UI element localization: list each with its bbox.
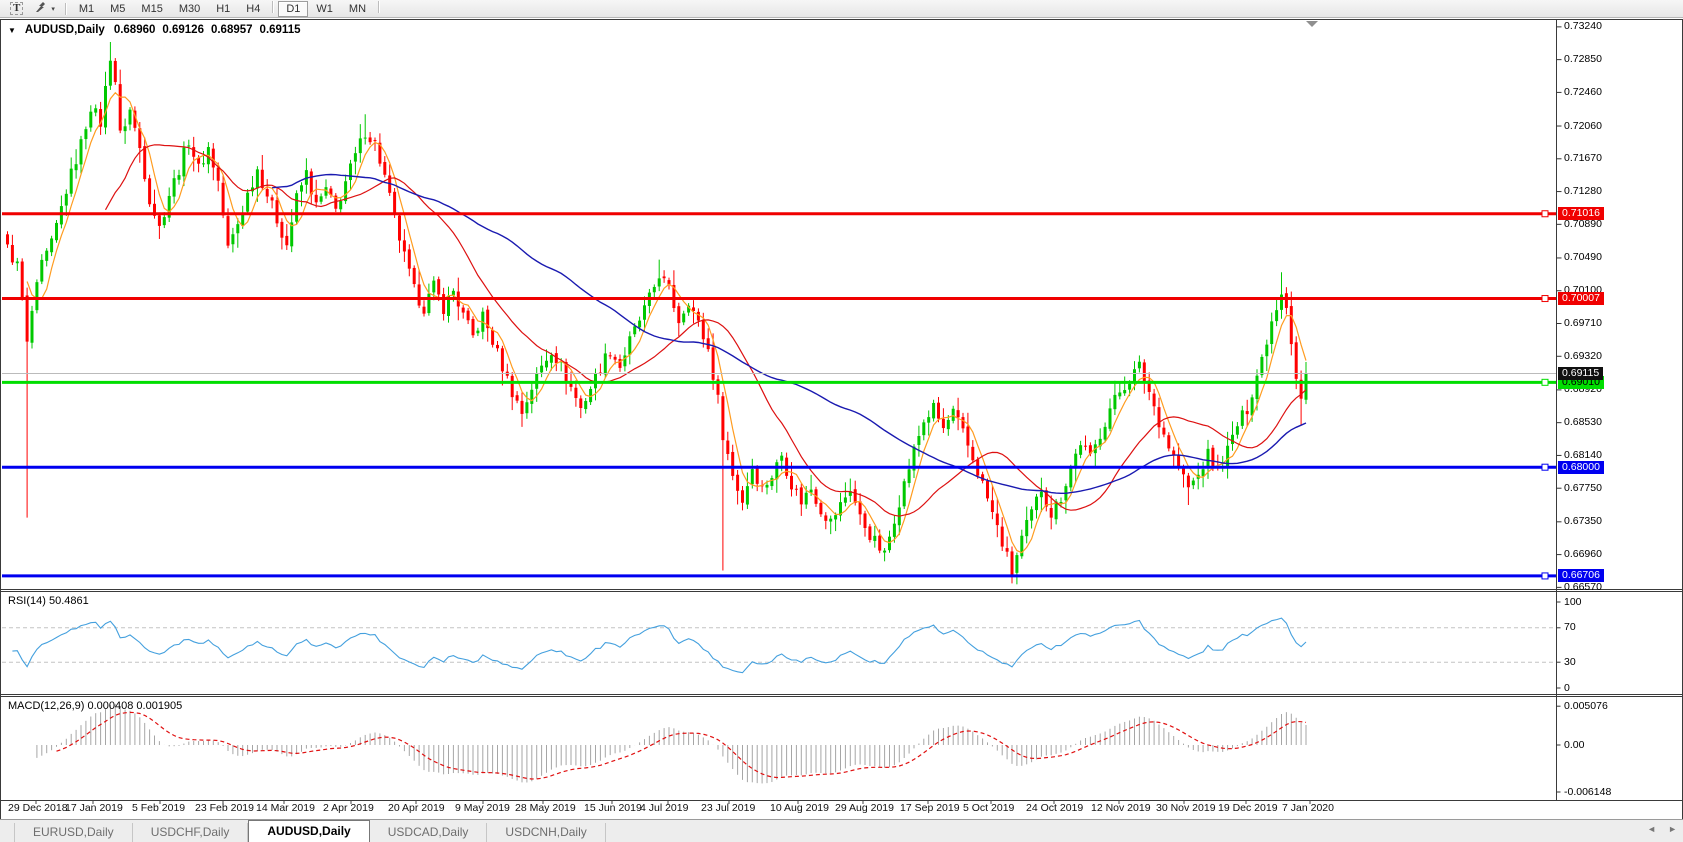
price-tick-label: 0.70490 bbox=[1564, 251, 1602, 264]
price-level-label: 0.71016 bbox=[1558, 207, 1604, 221]
cursor-tool-icon bbox=[35, 1, 48, 16]
symbol-label: AUDUSD,Daily bbox=[24, 24, 105, 36]
price-tick-label: 0.68530 bbox=[1564, 416, 1602, 429]
price-tick-label: 0.67350 bbox=[1564, 515, 1602, 528]
price-tick-label: 0.73240 bbox=[1564, 20, 1602, 33]
date-label: 7 Jan 2020 bbox=[1282, 802, 1334, 814]
chevron-down-icon: ▾ bbox=[51, 5, 55, 13]
macd-tick-label: -0.006148 bbox=[1564, 785, 1612, 798]
date-label: 10 Aug 2019 bbox=[770, 802, 829, 814]
macd-pane[interactable] bbox=[2, 697, 1556, 800]
chart-tab-eurusd[interactable]: EURUSD,Daily bbox=[14, 823, 133, 842]
price-level-label: 0.70007 bbox=[1558, 292, 1604, 306]
date-label: 14 Mar 2019 bbox=[256, 802, 315, 814]
timeframe-button-m5[interactable]: M5 bbox=[110, 2, 126, 15]
toolbar: T ▾ M1 M5 M15 M30 H1 H4 D1 W1 MN bbox=[0, 0, 1683, 18]
timeframe-button-d1[interactable]: D1 bbox=[278, 0, 309, 17]
timeframe-buttons: M1 M5 M15 M30 H1 H4 D1 W1 MN bbox=[71, 0, 384, 17]
main-chart-pane[interactable] bbox=[2, 20, 1556, 589]
timeframe-button-h4[interactable]: H4 bbox=[246, 2, 261, 15]
price-tick-label: 0.72060 bbox=[1564, 119, 1602, 132]
date-label: 30 Nov 2019 bbox=[1156, 802, 1216, 814]
date-label: 15 Jun 2019 bbox=[584, 802, 642, 814]
text-tool-button[interactable]: T bbox=[4, 1, 29, 17]
rsi-tick-label: 0 bbox=[1564, 681, 1570, 694]
date-label: 28 May 2019 bbox=[515, 802, 576, 814]
date-label: 19 Dec 2019 bbox=[1218, 802, 1278, 814]
timeframe-button-h1[interactable]: H1 bbox=[216, 2, 231, 15]
date-label: 9 May 2019 bbox=[455, 802, 510, 814]
rsi-pane[interactable] bbox=[2, 592, 1556, 694]
date-label: 23 Jul 2019 bbox=[701, 802, 756, 814]
price-tick-label: 0.67750 bbox=[1564, 481, 1602, 494]
price-tick-label: 0.69320 bbox=[1564, 349, 1602, 362]
price-tick-label: 0.68140 bbox=[1564, 448, 1602, 461]
symbol-dropdown-icon[interactable]: ▼ bbox=[8, 25, 16, 35]
toolbar-separator bbox=[64, 2, 67, 15]
tab-scroll-right-icon[interactable]: ► bbox=[1668, 824, 1677, 834]
chart-title: ▼ AUDUSD,Daily 0.68960 0.69126 0.68957 0… bbox=[8, 24, 300, 36]
toolbar-separator bbox=[378, 0, 381, 13]
timeframe-button-m30[interactable]: M30 bbox=[178, 2, 201, 15]
chart-tab-usdcad[interactable]: USDCAD,Daily bbox=[370, 823, 488, 842]
price-tick-label: 0.71280 bbox=[1564, 185, 1602, 198]
price-tick-label: 0.70890 bbox=[1564, 217, 1602, 230]
bid-price-label: 0.69115 bbox=[1558, 367, 1604, 380]
date-label: 17 Sep 2019 bbox=[900, 802, 960, 814]
price-level-label: 0.68000 bbox=[1558, 460, 1604, 474]
timeframe-button-w1[interactable]: W1 bbox=[316, 2, 333, 15]
timeframe-button-m15[interactable]: M15 bbox=[141, 2, 163, 15]
tab-scroll-left-icon[interactable]: ◄ bbox=[1647, 824, 1657, 834]
date-label: 29 Aug 2019 bbox=[835, 802, 894, 814]
ohlc-close: 0.69115 bbox=[259, 24, 301, 36]
date-label: 5 Feb 2019 bbox=[132, 802, 186, 814]
date-label: 4 Jul 2019 bbox=[640, 802, 689, 814]
ohlc-open: 0.68960 bbox=[113, 24, 156, 36]
date-label: 12 Nov 2019 bbox=[1091, 802, 1151, 814]
ohlc-low: 0.68957 bbox=[210, 24, 253, 36]
price-level-label: 0.66706 bbox=[1558, 569, 1604, 583]
chart-tab-usdchf[interactable]: USDCHF,Daily bbox=[133, 823, 249, 842]
date-label: 17 Jan 2019 bbox=[65, 802, 123, 814]
chart-tab-usdcnh[interactable]: USDCNH,Daily bbox=[487, 823, 606, 842]
date-label: 2 Apr 2019 bbox=[323, 802, 374, 814]
price-tick-label: 0.66570 bbox=[1564, 580, 1602, 593]
date-label: 24 Oct 2019 bbox=[1026, 802, 1084, 814]
price-tick-label: 0.71670 bbox=[1564, 152, 1602, 165]
rsi-label: RSI(14) 50.4861 bbox=[8, 595, 89, 607]
timeframe-button-mn[interactable]: MN bbox=[348, 2, 367, 15]
tab-scroll-arrows: ◄ ► bbox=[1647, 824, 1677, 834]
date-label: 5 Oct 2019 bbox=[963, 802, 1015, 814]
macd-tick-label: 0.005076 bbox=[1564, 699, 1608, 712]
chart-tab-audusd[interactable]: AUDUSD,Daily bbox=[248, 820, 370, 842]
price-tick-label: 0.72850 bbox=[1564, 53, 1602, 66]
rsi-tick-label: 30 bbox=[1564, 655, 1576, 668]
toolbar-separator bbox=[272, 0, 275, 13]
chart-tabs: EURUSD,Daily USDCHF,Daily AUDUSD,Daily USDC… bbox=[0, 819, 1683, 842]
cursor-tool-button[interactable]: ▾ bbox=[29, 1, 61, 17]
price-tick-label: 0.72460 bbox=[1564, 85, 1602, 98]
price-tick-label: 0.66960 bbox=[1564, 548, 1602, 561]
rsi-tick-label: 70 bbox=[1564, 621, 1576, 634]
timeframe-button-m1[interactable]: M1 bbox=[78, 2, 95, 15]
macd-label: MACD(12,26,9) 0.000408 0.001905 bbox=[8, 700, 183, 712]
date-label: 20 Apr 2019 bbox=[388, 802, 445, 814]
price-tick-label: 0.69710 bbox=[1564, 317, 1602, 329]
rsi-tick-label: 100 bbox=[1564, 595, 1582, 608]
text-tool-icon: T bbox=[10, 2, 24, 15]
date-label: 23 Feb 2019 bbox=[195, 802, 254, 814]
price-axis[interactable] bbox=[1557, 20, 1681, 800]
date-label: 29 Dec 2018 bbox=[8, 802, 68, 814]
ohlc-high: 0.69126 bbox=[162, 24, 204, 36]
macd-tick-label: 0.00 bbox=[1564, 738, 1585, 751]
